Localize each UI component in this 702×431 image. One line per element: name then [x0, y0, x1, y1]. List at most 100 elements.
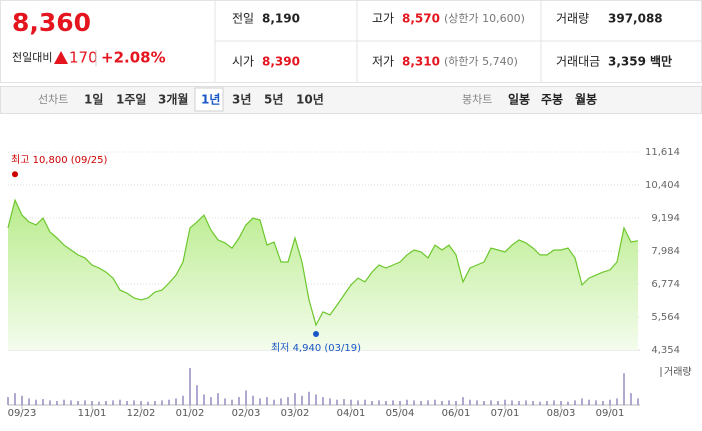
- volume-bar: [154, 401, 156, 405]
- volume-bar: [28, 398, 30, 405]
- volume-bar: [224, 398, 226, 405]
- volume-bar: [196, 385, 198, 405]
- volume-bar: [35, 399, 37, 405]
- summary-value: 3,359: [608, 55, 646, 69]
- high-label: 최고 10,800 (09/25): [11, 154, 107, 166]
- y-tick-label: 11,614: [645, 147, 680, 158]
- x-tick-label: 03/02: [281, 408, 310, 419]
- volume-bar: [420, 401, 422, 405]
- tab[interactable]: 3년: [232, 93, 251, 107]
- volume-bar: [532, 401, 534, 405]
- volume-bar: [378, 400, 380, 405]
- high-marker: [12, 171, 18, 178]
- volume-bar: [42, 399, 44, 405]
- volume-bar: [175, 398, 177, 405]
- low-label: 최저 4,940 (03/19): [271, 342, 361, 354]
- volume-bar: [21, 395, 23, 405]
- volume-bar: [602, 401, 604, 405]
- x-tick-label: 07/01: [491, 408, 520, 419]
- volume-bar: [441, 401, 443, 405]
- tab[interactable]: 월봉: [575, 92, 597, 107]
- volume-bar: [280, 398, 282, 405]
- volume-bar: [448, 400, 450, 405]
- volume-bar: [49, 400, 51, 405]
- up-arrow: [54, 51, 68, 64]
- volume-bar: [518, 401, 520, 405]
- volume-bar: [77, 401, 79, 405]
- volume-bar: [7, 397, 9, 405]
- volume-bar: [182, 395, 184, 405]
- volume-bar: [294, 393, 296, 405]
- summary-label: 전일: [232, 12, 254, 26]
- volume-bar: [595, 400, 597, 405]
- y-tick-label: 4,354: [651, 345, 680, 356]
- price-line: [7, 198, 639, 327]
- volume-bar: [623, 373, 625, 405]
- volume-bar: [392, 400, 394, 405]
- volume-bar: [287, 397, 289, 405]
- volume-bar: [371, 401, 373, 405]
- summary-value: 8,190: [262, 12, 300, 26]
- price: 8,360: [12, 8, 91, 37]
- y-tick-label: 5,564: [651, 312, 680, 323]
- volume-bar: [217, 393, 219, 405]
- volume-bar: [56, 401, 58, 405]
- tab[interactable]: 일봉: [508, 93, 530, 107]
- volume-bar: [315, 394, 317, 405]
- summary-value: 8,310: [402, 55, 440, 69]
- volume-bar: [329, 398, 331, 405]
- summary-note: (하한가 5,740): [444, 54, 518, 68]
- volume-bar: [210, 397, 212, 405]
- volume-bar: [266, 397, 268, 405]
- volume-bar: [413, 400, 415, 405]
- volume-bar: [490, 400, 492, 405]
- tab[interactable]: 1일: [84, 93, 103, 107]
- summary-value: 8,390: [262, 55, 300, 69]
- volume-bar: [343, 399, 345, 405]
- summary-value: 8,570: [402, 12, 440, 26]
- x-tick-label: 04/01: [337, 408, 366, 419]
- volume-bar: [273, 399, 275, 405]
- tab[interactable]: 1주일: [116, 93, 146, 107]
- volume-bar: [252, 395, 254, 405]
- volume-bar: [630, 393, 632, 405]
- tab[interactable]: 주봉: [541, 93, 563, 107]
- summary-label: 고가: [372, 12, 394, 26]
- volume-bar: [119, 399, 121, 405]
- volume-bar: [616, 398, 618, 405]
- x-tick-label: 06/01: [442, 408, 471, 419]
- x-tick-label: 08/03: [547, 408, 576, 419]
- tab[interactable]: 5년: [264, 93, 283, 107]
- y-tick-label: 6,774: [651, 279, 680, 290]
- tab-selected: [194, 87, 224, 112]
- volume-bar: [231, 399, 233, 405]
- volume-bar: [259, 398, 261, 405]
- volume-bar: [357, 400, 359, 405]
- low-marker: [313, 331, 319, 338]
- volume-bar: [462, 397, 464, 405]
- tab[interactable]: 3개월: [158, 92, 188, 107]
- summary-label: 거래대금: [556, 55, 600, 69]
- summary-unit: 백만: [650, 54, 672, 69]
- volume-bar: [497, 401, 499, 405]
- x-tick-label: 12/02: [127, 408, 156, 419]
- volume-bar: [98, 401, 100, 405]
- tab[interactable]: 1년: [201, 93, 220, 107]
- volume-bar: [511, 400, 513, 405]
- x-tick-label: 05/04: [386, 408, 415, 419]
- volume-bar: [189, 368, 191, 405]
- volume-label: 거래량: [664, 366, 692, 378]
- volume-bar: [385, 401, 387, 405]
- volume-bar: [301, 395, 303, 405]
- volume-bar: [322, 397, 324, 405]
- volume-bar: [63, 399, 65, 405]
- volume-bar: [406, 399, 408, 405]
- tab[interactable]: 10년: [296, 93, 324, 107]
- volume-bar: [91, 401, 93, 405]
- change-label: 전일대비: [12, 50, 52, 64]
- volume-bar: [588, 399, 590, 405]
- volume-bar: [133, 400, 135, 405]
- volume-bar: [245, 390, 247, 405]
- volume-bar: [469, 399, 471, 405]
- volume-bar: [350, 399, 352, 405]
